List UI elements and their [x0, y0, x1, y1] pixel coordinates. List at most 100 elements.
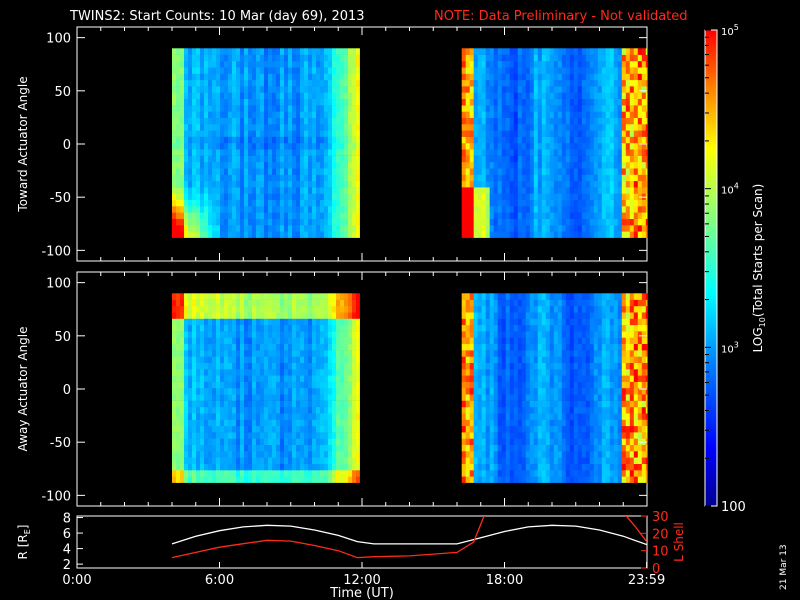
heatmap-cell: [264, 79, 269, 87]
heatmap-cell: [637, 54, 643, 62]
heatmap-cell: [244, 206, 249, 213]
heatmap-cell: [292, 225, 297, 232]
heatmap-cell: [497, 136, 502, 144]
heatmap-cell: [340, 413, 345, 420]
heatmap-cell: [336, 98, 341, 106]
heatmap-cell: [625, 111, 631, 118]
heatmap-cell: [348, 67, 353, 74]
heatmap-cell: [549, 218, 555, 226]
heatmap-cell: [228, 98, 233, 106]
heatmap-cell: [340, 130, 345, 137]
heatmap-cell: [465, 161, 470, 169]
heatmap-cell: [573, 105, 579, 112]
heatmap-cell: [236, 369, 241, 376]
heatmap-cell: [284, 161, 289, 169]
heatmap-cell: [593, 54, 599, 62]
heatmap-cell: [248, 293, 253, 300]
heatmap-cell: [493, 54, 498, 62]
heatmap-cell: [196, 381, 201, 389]
heatmap-cell: [617, 92, 623, 99]
heatmap-cell: [497, 155, 502, 163]
heatmap-cell: [308, 161, 313, 169]
heatmap-cell: [268, 117, 273, 125]
heatmap-cell: [200, 212, 205, 219]
heatmap-cell: [344, 387, 349, 395]
heatmap-cell: [272, 457, 277, 464]
heatmap-cell: [609, 187, 615, 194]
heatmap-cell: [625, 136, 631, 144]
heatmap-cell: [340, 356, 345, 363]
heatmap-cell: [228, 324, 233, 332]
heatmap-cell: [340, 161, 345, 169]
heatmap-cell: [288, 199, 293, 207]
heatmap-cell: [569, 105, 575, 112]
heatmap-cell: [200, 375, 205, 382]
heatmap-cell: [188, 444, 193, 452]
heatmap-cell: [288, 305, 293, 313]
heatmap-cell: [172, 98, 177, 106]
heatmap-cell: [545, 438, 551, 445]
heatmap-cell: [296, 451, 301, 458]
heatmap-cell: [196, 387, 201, 395]
heatmap-cell: [529, 98, 535, 106]
heatmap-cell: [320, 98, 325, 106]
heatmap-cell: [224, 394, 229, 401]
heatmap-cell: [320, 60, 325, 68]
heatmap-cell: [256, 362, 261, 370]
heatmap-cell: [212, 362, 217, 370]
heatmap-cell: [513, 142, 519, 150]
heatmap-cell: [184, 476, 189, 483]
heatmap-cell: [296, 124, 301, 131]
heatmap-cell: [280, 92, 285, 99]
heatmap-cell: [501, 98, 506, 106]
heatmap-cell: [280, 73, 285, 81]
heatmap-cell: [172, 394, 177, 401]
heatmap-cell: [537, 369, 543, 376]
heatmap-cell: [605, 111, 611, 118]
heatmap-cell: [180, 457, 185, 464]
heatmap-cell: [284, 305, 289, 313]
heatmap-cell: [481, 73, 486, 81]
heatmap-cell: [537, 117, 543, 125]
heatmap-cell: [268, 293, 273, 300]
heatmap-cell: [244, 79, 249, 87]
heatmap-cell: [485, 419, 490, 427]
heatmap-cell: [244, 48, 249, 55]
heatmap-cell: [601, 60, 607, 68]
heatmap-cell: [481, 161, 486, 169]
heatmap-cell: [537, 381, 543, 389]
heatmap-cell: [232, 92, 237, 99]
heatmap-cell: [204, 369, 209, 376]
heatmap-cell: [541, 86, 547, 93]
heatmap-cell: [537, 54, 543, 62]
heatmap-cell: [328, 136, 333, 144]
heatmap-cell: [256, 231, 261, 238]
heatmap-cell: [232, 67, 237, 74]
heatmap-cell: [517, 362, 523, 370]
heatmap-cell: [308, 457, 313, 464]
heatmap-cell: [501, 406, 506, 414]
heatmap-cell: [461, 419, 466, 427]
heatmap-cell: [212, 105, 217, 112]
heatmap-cell: [308, 54, 313, 62]
heatmap-cell: [344, 318, 349, 326]
heatmap-cell: [292, 48, 297, 55]
heatmap-cell: [465, 419, 470, 427]
heatmap-cell: [320, 199, 325, 207]
heatmap-cell: [529, 105, 535, 112]
heatmap-cell: [561, 117, 567, 125]
heatmap-cell: [244, 117, 249, 125]
heatmap-cell: [585, 60, 591, 68]
heatmap-cell: [561, 180, 567, 188]
heatmap-cell: [513, 136, 519, 144]
heatmap-cell: [280, 225, 285, 232]
heatmap-cell: [324, 48, 329, 55]
heatmap-cell: [268, 350, 273, 357]
heatmap-cell: [529, 451, 535, 458]
heatmap-cell: [348, 136, 353, 144]
heatmap-cell: [188, 206, 193, 213]
heatmap-cell: [348, 124, 353, 131]
heatmap-cell: [561, 79, 567, 87]
heatmap-cell: [272, 350, 277, 357]
